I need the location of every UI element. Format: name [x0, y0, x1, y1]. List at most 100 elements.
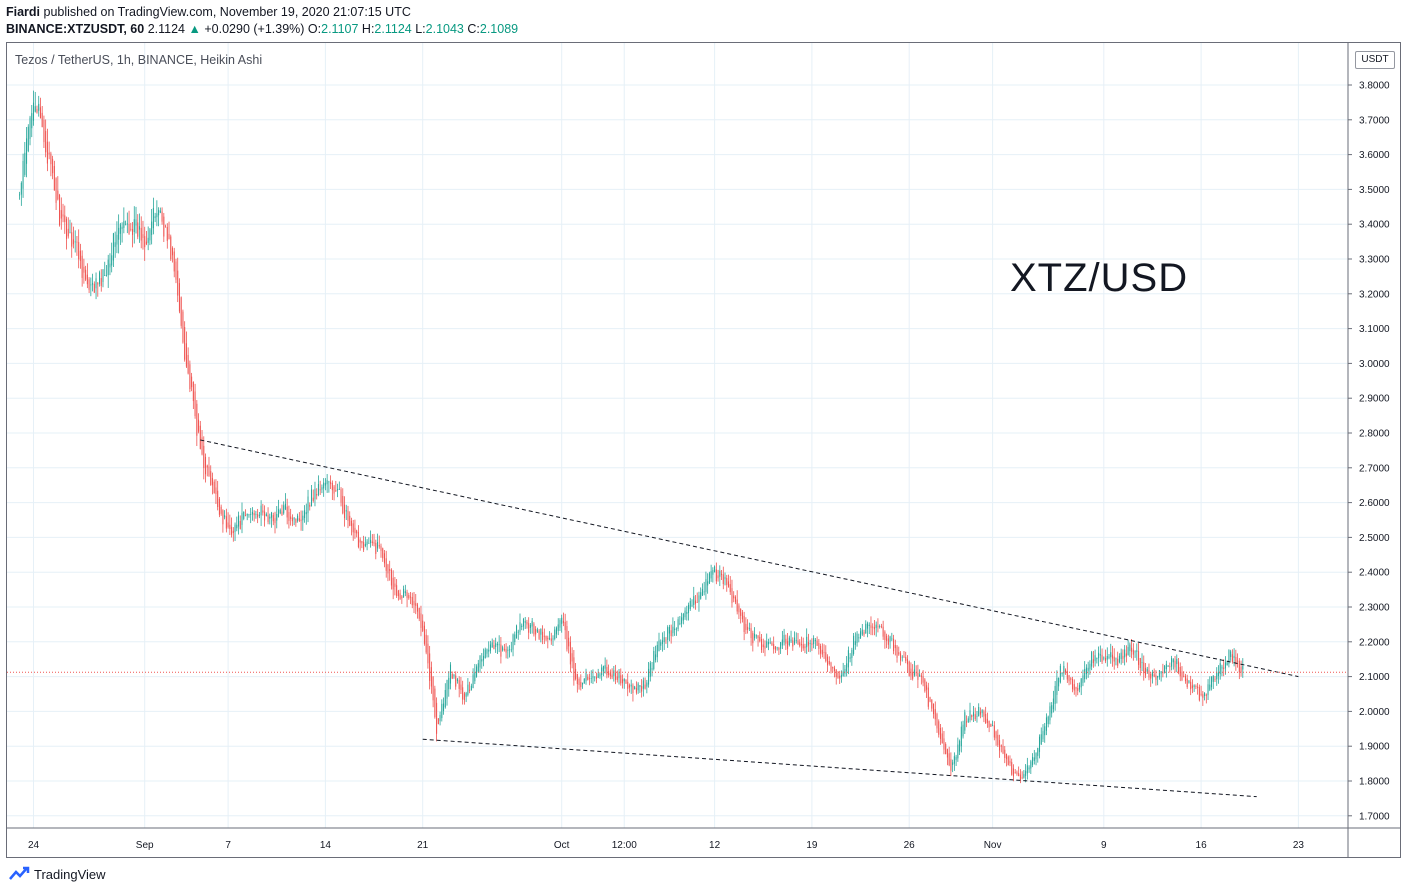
candle-body [552, 638, 554, 640]
candle-body [338, 488, 340, 490]
candle-body [498, 644, 500, 646]
candle-body [1202, 694, 1204, 698]
candle-body [194, 391, 196, 417]
candle-body [1205, 694, 1207, 696]
candle-body [1153, 674, 1155, 677]
candle-body [522, 619, 524, 627]
candle-body [1240, 666, 1242, 673]
candle-body [983, 711, 985, 717]
candle-body [248, 514, 250, 516]
candle-body [1080, 678, 1082, 688]
candle-body [1070, 678, 1072, 680]
price-change: +0.0290 (+1.39%) [204, 22, 305, 36]
candle-body [714, 566, 716, 573]
candle-body [474, 672, 476, 682]
candle-body [434, 688, 436, 718]
candle-body [576, 673, 578, 685]
price-tick-label: 3.4000 [1359, 220, 1390, 231]
candle-body [342, 495, 344, 514]
candle-body [1117, 658, 1119, 666]
candle-body [210, 471, 212, 485]
candle-body [773, 644, 775, 650]
candle-body [413, 601, 415, 606]
candle-body [802, 644, 804, 649]
currency-button[interactable]: USDT [1355, 51, 1395, 69]
candle-body [992, 725, 994, 727]
candle-body [760, 639, 763, 650]
low-value: 2.1043 [425, 22, 464, 36]
candle-body [620, 675, 622, 684]
candle-body [1193, 685, 1195, 687]
candle-body [1221, 666, 1223, 669]
candle-body [813, 637, 815, 645]
candle-body [1016, 772, 1018, 774]
candle-body [359, 539, 361, 543]
candle-body [1111, 654, 1114, 659]
candle-body [316, 494, 318, 496]
candle-body [328, 481, 330, 483]
candle-body [1007, 756, 1009, 766]
candle-body [1188, 680, 1190, 683]
candle-body [283, 505, 285, 514]
candle-body [908, 661, 910, 676]
candle-body [516, 625, 518, 639]
candle-body [1049, 706, 1051, 721]
tradingview-footer[interactable]: TradingView [8, 866, 106, 882]
candle-body [946, 749, 948, 758]
candle-body [674, 628, 676, 630]
candle-body [500, 644, 502, 657]
candle-body [835, 669, 837, 677]
candle-body [948, 753, 950, 766]
candle-body [1056, 677, 1058, 695]
candle-body [1235, 656, 1237, 665]
candle-body [1004, 749, 1006, 758]
candle-body [43, 120, 45, 143]
candle-body [972, 712, 975, 717]
candle-body [595, 676, 597, 679]
lower-trendline[interactable] [422, 738, 1257, 798]
candle-body [371, 541, 373, 543]
candle-body [731, 588, 733, 603]
last-price: 2.1124 [147, 22, 186, 36]
candle-body [389, 569, 391, 571]
candle-body [531, 620, 533, 627]
candle-body [1165, 663, 1167, 670]
candle-body [985, 714, 987, 724]
upper-trendline[interactable] [200, 439, 1299, 678]
candle-body [628, 685, 630, 688]
candle-body [491, 642, 493, 648]
time-tick-label: 7 [225, 840, 231, 851]
candle-body [479, 655, 481, 668]
candle-body [114, 242, 116, 247]
candle-body [886, 635, 888, 642]
candle-body [451, 674, 453, 679]
candle-body [870, 625, 872, 629]
candle-body [783, 634, 785, 643]
candle-body [456, 679, 458, 682]
candle-body [72, 239, 74, 245]
candle-body [966, 721, 968, 723]
candle-body [741, 612, 743, 620]
candle-body [152, 207, 154, 229]
candle-body [939, 727, 941, 739]
candle-body [1157, 676, 1159, 678]
candle-body [403, 588, 405, 598]
candle-body [858, 637, 860, 639]
candle-body [1021, 777, 1023, 779]
candle-body [385, 558, 387, 571]
candle-body [1151, 672, 1153, 677]
candle-body [726, 578, 728, 585]
close-label: C: [467, 22, 480, 36]
candle-body [851, 649, 853, 659]
candle-body [820, 645, 822, 654]
tradingview-logo-icon [9, 866, 30, 880]
candle-body [1045, 717, 1047, 731]
candle-body [512, 634, 514, 650]
candle-body [1094, 655, 1096, 662]
candle-body [635, 687, 637, 693]
candle-body [630, 684, 632, 687]
candle-body [217, 490, 219, 507]
symbol-label: BINANCE:XTZUSDT, 60 [6, 22, 145, 36]
candle-body [693, 596, 695, 605]
